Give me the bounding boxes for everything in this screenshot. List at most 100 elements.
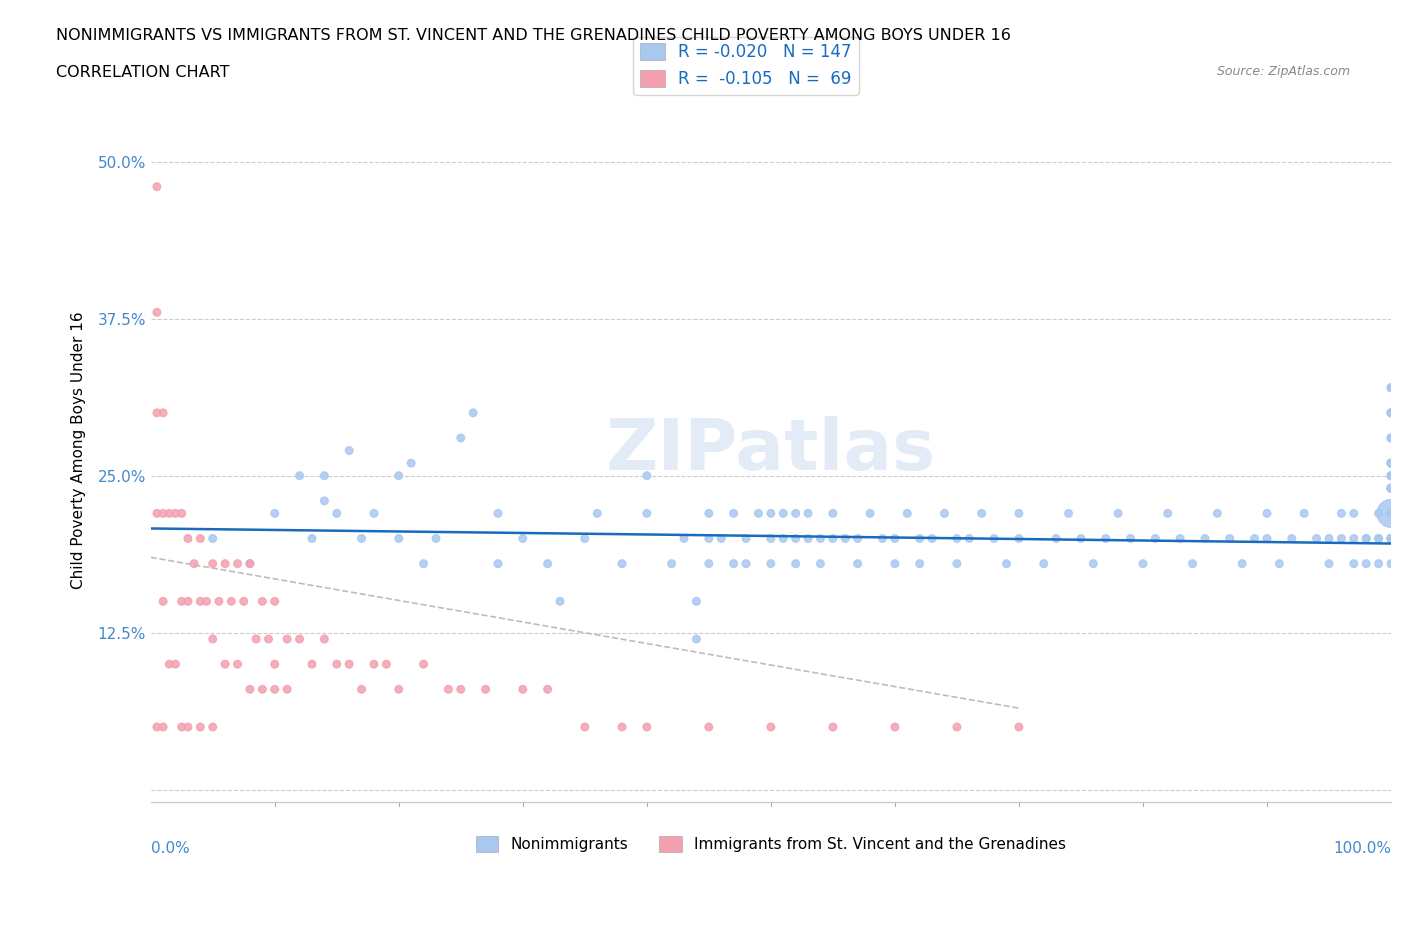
Point	[1379, 531, 1402, 546]
Point	[1343, 506, 1365, 521]
Point	[1379, 531, 1402, 546]
Point	[1379, 531, 1402, 546]
Point	[1379, 506, 1402, 521]
Point	[263, 594, 285, 609]
Point	[821, 531, 844, 546]
Point	[1379, 556, 1402, 571]
Point	[257, 631, 280, 646]
Point	[759, 531, 782, 546]
Point	[759, 556, 782, 571]
Point	[188, 594, 211, 609]
Point	[1379, 481, 1402, 496]
Point	[188, 720, 211, 735]
Point	[1008, 531, 1031, 546]
Point	[301, 531, 323, 546]
Point	[1294, 506, 1316, 521]
Point	[239, 682, 262, 697]
Point	[252, 682, 274, 697]
Point	[1305, 531, 1327, 546]
Point	[214, 657, 236, 671]
Point	[1008, 720, 1031, 735]
Point	[288, 631, 311, 646]
Point	[239, 556, 262, 571]
Point	[995, 556, 1018, 571]
Point	[388, 468, 411, 483]
Point	[1368, 531, 1391, 546]
Point	[685, 631, 707, 646]
Point	[821, 720, 844, 735]
Point	[1379, 468, 1402, 483]
Point	[1008, 506, 1031, 521]
Point	[1379, 506, 1402, 521]
Point	[450, 431, 472, 445]
Point	[1317, 556, 1340, 571]
Point	[908, 556, 931, 571]
Point	[1330, 506, 1353, 521]
Point	[946, 720, 969, 735]
Point	[759, 506, 782, 521]
Point	[239, 556, 262, 571]
Point	[1379, 456, 1402, 471]
Point	[170, 720, 193, 735]
Point	[157, 506, 180, 521]
Point	[946, 531, 969, 546]
Point	[610, 720, 633, 735]
Point	[921, 531, 943, 546]
Point	[536, 556, 558, 571]
Legend: Nonimmigrants, Immigrants from St. Vincent and the Grenadines: Nonimmigrants, Immigrants from St. Vince…	[470, 830, 1073, 858]
Point	[548, 594, 571, 609]
Point	[1094, 531, 1116, 546]
Point	[201, 631, 224, 646]
Point	[363, 657, 385, 671]
Point	[232, 594, 254, 609]
Point	[1343, 531, 1365, 546]
Point	[157, 657, 180, 671]
Point	[735, 556, 758, 571]
Point	[1379, 431, 1402, 445]
Point	[375, 657, 398, 671]
Point	[252, 594, 274, 609]
Point	[146, 179, 169, 194]
Point	[785, 531, 807, 546]
Point	[1379, 405, 1402, 420]
Point	[785, 556, 807, 571]
Point	[152, 594, 174, 609]
Point	[486, 556, 509, 571]
Point	[183, 556, 205, 571]
Point	[797, 506, 820, 521]
Point	[946, 556, 969, 571]
Point	[1317, 531, 1340, 546]
Point	[1368, 556, 1391, 571]
Point	[883, 720, 905, 735]
Point	[276, 631, 298, 646]
Point	[1379, 481, 1402, 496]
Point	[723, 506, 745, 521]
Point	[195, 594, 218, 609]
Point	[834, 531, 856, 546]
Point	[177, 720, 200, 735]
Point	[735, 531, 758, 546]
Point	[177, 594, 200, 609]
Point	[1379, 531, 1402, 546]
Point	[772, 531, 794, 546]
Point	[170, 506, 193, 521]
Point	[512, 531, 534, 546]
Point	[685, 594, 707, 609]
Y-axis label: Child Poverty Among Boys Under 16: Child Poverty Among Boys Under 16	[72, 312, 86, 590]
Point	[146, 305, 169, 320]
Point	[512, 682, 534, 697]
Point	[201, 531, 224, 546]
Point	[723, 556, 745, 571]
Point	[983, 531, 1005, 546]
Point	[1379, 481, 1402, 496]
Point	[1379, 456, 1402, 471]
Text: 0.0%: 0.0%	[150, 841, 190, 857]
Point	[1379, 380, 1402, 395]
Point	[1379, 481, 1402, 496]
Point	[1032, 556, 1054, 571]
Point	[1219, 531, 1241, 546]
Point	[1070, 531, 1092, 546]
Point	[170, 594, 193, 609]
Point	[221, 594, 243, 609]
Point	[1379, 468, 1402, 483]
